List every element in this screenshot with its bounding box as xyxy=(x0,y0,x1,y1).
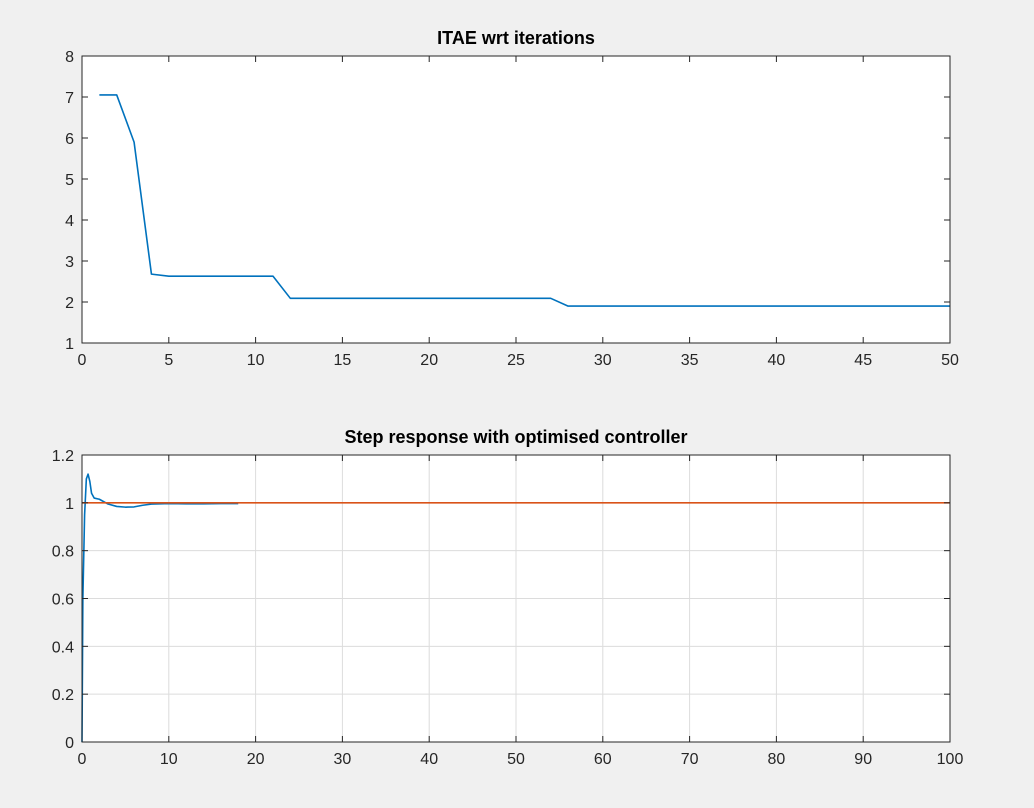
itae-series-0-line xyxy=(99,94,950,307)
itae-y-tick-label: 6 xyxy=(65,131,74,148)
itae-x-tick-label: 5 xyxy=(164,352,173,369)
itae-x-tick-label: 45 xyxy=(854,352,872,369)
itae-y-tick-label: 7 xyxy=(65,90,74,107)
itae-x-tick-label: 15 xyxy=(334,352,352,369)
step-x-tick-label: 100 xyxy=(937,751,964,768)
itae-y-tick-label: 5 xyxy=(65,172,74,189)
itae-x-tick-label: 40 xyxy=(768,352,786,369)
step-chart-title: Step response with optimised controller xyxy=(344,427,687,447)
itae-x-tick-label: 0 xyxy=(78,352,87,369)
itae-x-tick-label: 50 xyxy=(941,352,959,369)
step-x-tick-label: 90 xyxy=(854,751,872,768)
step-y-tick-label: 0.8 xyxy=(52,544,74,561)
itae-x-tick-label: 10 xyxy=(247,352,265,369)
itae-x-tick-label: 25 xyxy=(507,352,525,369)
itae-y-tick-label: 8 xyxy=(65,49,74,66)
step-response-axes: 0 10 20 30 40 50 60 70 80 90 100 0 0.2 0.4 0.6 0.8 1 1.2 S… xyxy=(52,427,964,768)
itae-x-tick-label: 20 xyxy=(420,352,438,369)
step-x-tick-label: 40 xyxy=(420,751,438,768)
itae-y-tick-label: 1 xyxy=(65,336,74,353)
step-y-tick-label: 0.2 xyxy=(52,687,74,704)
itae-plot-area xyxy=(82,56,950,343)
step-y-tick-label: 0 xyxy=(65,735,74,752)
step-x-tick-label: 50 xyxy=(507,751,525,768)
step-y-tick-label: 1.2 xyxy=(52,448,74,465)
itae-y-tick-label: 3 xyxy=(65,254,74,271)
step-x-tick-label: 80 xyxy=(768,751,786,768)
step-x-tick-label: 30 xyxy=(334,751,352,768)
step-x-tick-label: 60 xyxy=(594,751,612,768)
itae-x-tick-label: 35 xyxy=(681,352,699,369)
step-y-tick-label: 0.4 xyxy=(52,639,74,656)
itae-x-tick-label: 30 xyxy=(594,352,612,369)
step-x-tick-label: 10 xyxy=(160,751,178,768)
step-y-tick-label: 0.6 xyxy=(52,592,74,609)
step-series-0-line xyxy=(81,473,239,743)
step-x-tick-label: 70 xyxy=(681,751,699,768)
itae-y-tick-label: 4 xyxy=(65,213,74,230)
itae-y-tick-label: 2 xyxy=(65,295,74,312)
step-x-tick-label: 20 xyxy=(247,751,265,768)
itae-chart-title: ITAE wrt iterations xyxy=(437,28,595,48)
step-x-tick-label: 0 xyxy=(78,751,87,768)
step-y-tick-label: 1 xyxy=(65,496,74,513)
